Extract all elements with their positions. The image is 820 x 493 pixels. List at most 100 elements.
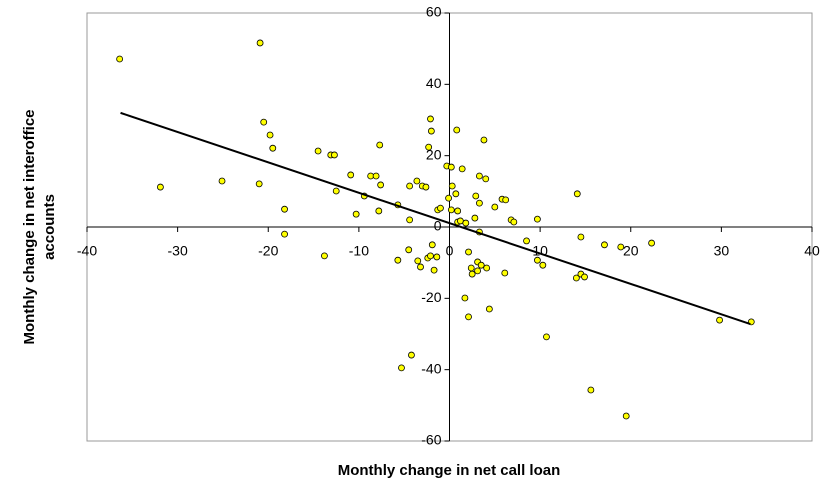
point: [269, 144, 277, 152]
point: [465, 248, 472, 256]
point: [437, 204, 444, 212]
point: [281, 205, 288, 213]
point: [372, 172, 380, 180]
point: [577, 233, 585, 241]
point: [472, 192, 480, 200]
point: [452, 190, 460, 198]
point: [465, 313, 472, 321]
x-tick-label: 40: [804, 243, 820, 259]
x-tick-label: -20: [258, 243, 278, 259]
point: [468, 270, 476, 278]
point: [406, 182, 414, 190]
point: [321, 252, 328, 260]
point: [352, 210, 360, 218]
x-tick-label: -10: [349, 243, 369, 259]
y-axis-title: Monthly change in net interoffice: [21, 109, 38, 344]
point: [491, 203, 499, 211]
point: [501, 269, 509, 277]
point: [427, 127, 435, 135]
point: [447, 163, 455, 171]
point: [405, 246, 413, 254]
y-tick-label: 0: [434, 218, 442, 234]
point: [476, 172, 483, 180]
point: [427, 252, 434, 260]
point: [406, 216, 414, 224]
point: [453, 126, 461, 134]
point: [534, 256, 541, 264]
point: [433, 253, 441, 261]
point: [601, 241, 608, 249]
x-axis-title: Monthly change in net call loan: [338, 462, 561, 479]
point: [467, 264, 475, 272]
point: [417, 263, 424, 271]
point: [332, 187, 340, 195]
point: [398, 364, 405, 372]
point: [218, 177, 226, 185]
x-tick-label: 20: [623, 243, 639, 259]
point: [482, 175, 490, 183]
point: [622, 412, 630, 420]
point: [375, 207, 383, 215]
point: [476, 199, 483, 207]
point: [485, 305, 493, 313]
point: [430, 266, 438, 274]
point: [422, 183, 430, 191]
y-tick-label: 40: [426, 75, 442, 91]
y-tick-label: -20: [421, 289, 441, 305]
point: [260, 118, 268, 126]
y-axis-title: accounts: [41, 194, 58, 260]
point: [462, 219, 470, 227]
point: [116, 55, 124, 63]
point: [408, 351, 415, 359]
trendline: [120, 111, 751, 325]
point: [281, 230, 288, 238]
point: [539, 261, 547, 269]
point: [502, 196, 510, 204]
point: [483, 264, 491, 272]
point: [617, 243, 625, 251]
point: [157, 183, 164, 191]
point: [447, 206, 455, 214]
point: [425, 143, 433, 151]
point: [331, 151, 338, 159]
point: [581, 273, 588, 281]
point: [255, 180, 263, 188]
x-tick-label: 30: [714, 243, 730, 259]
point: [266, 131, 274, 139]
point: [314, 147, 322, 155]
point: [448, 182, 456, 190]
point: [458, 165, 466, 173]
point: [256, 39, 264, 47]
point: [471, 214, 479, 222]
point: [477, 261, 485, 269]
point: [648, 239, 655, 247]
point: [413, 177, 421, 185]
point: [572, 274, 580, 282]
x-tick-label: -30: [168, 243, 188, 259]
point: [461, 294, 469, 302]
point: [573, 190, 581, 198]
point: [523, 237, 530, 245]
point: [414, 257, 422, 265]
point: [428, 241, 436, 249]
point: [543, 333, 550, 341]
point: [377, 181, 385, 189]
point: [474, 267, 481, 275]
point: [376, 141, 384, 149]
point: [394, 256, 402, 264]
point: [427, 115, 434, 123]
point: [480, 136, 488, 144]
y-tick-label: -40: [421, 360, 441, 376]
y-tick-label: 60: [426, 4, 442, 20]
point: [347, 171, 355, 179]
y-tick-label: 20: [426, 146, 442, 162]
x-tick-label: -40: [77, 243, 97, 259]
x-tick-label: 0: [446, 243, 454, 259]
point: [445, 194, 452, 202]
point: [454, 207, 462, 215]
y-tick-label: -60: [421, 432, 441, 448]
point: [534, 215, 541, 223]
point: [716, 316, 723, 324]
point: [587, 386, 595, 394]
